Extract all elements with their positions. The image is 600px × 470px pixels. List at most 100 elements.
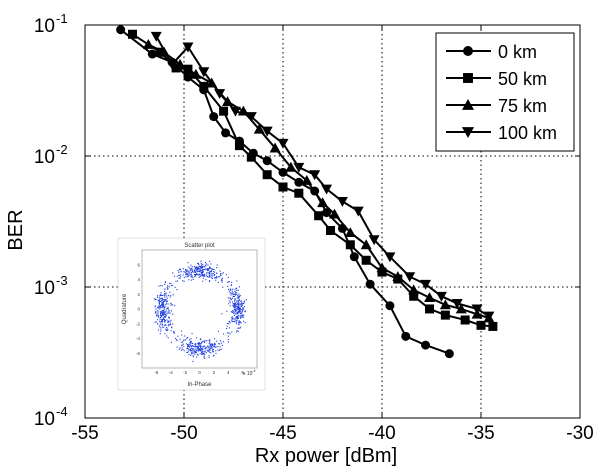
inset-point [195,266,197,269]
inset-point [239,303,241,305]
inset-point [167,295,170,297]
inset-point [188,272,190,274]
series-point [253,123,265,134]
inset-point [211,345,213,347]
inset-x-tick: 6 [241,370,244,375]
inset-point [180,330,182,332]
series-point [328,208,340,219]
inset-point [244,311,246,313]
inset-point [194,265,196,268]
inset-point [166,300,168,302]
inset-point [211,268,213,270]
inset-point [231,319,233,321]
inset-point [162,299,164,301]
inset-point [214,277,217,279]
inset-point [205,279,207,281]
inset-point [227,338,229,341]
inset-point [211,273,213,275]
inset-point [216,267,218,269]
series-point [361,255,371,265]
inset-point [164,306,166,308]
y-axis-label: BER [5,209,27,250]
inset-point [238,308,240,310]
inset-point [164,298,166,300]
inset-point [196,272,198,274]
inset-point [179,338,181,340]
inset-point [178,348,180,350]
inset-point [196,267,198,269]
inset-point [234,317,236,319]
inset-point [166,312,168,314]
inset-point [207,268,209,270]
inset-point [202,263,204,265]
inset-point [240,300,243,302]
inset-point [191,266,193,268]
inset-point [204,275,206,277]
inset-point [201,352,203,354]
inset-point [237,302,239,305]
legend-marker [463,73,473,83]
inset-point [241,312,243,314]
inset-point [189,349,192,351]
inset-y-tick: -4 [136,336,140,341]
inset-point [170,310,172,312]
inset-point [242,320,245,322]
inset-point [241,315,243,317]
inset-point [161,320,164,322]
inset-point [211,277,213,279]
inset-point [219,348,221,350]
inset-point [226,322,229,325]
inset-point [229,297,231,299]
inset-point [187,347,189,349]
inset-point [189,340,192,342]
inset-point [217,330,220,332]
inset-point [238,315,240,317]
inset-point [202,280,204,282]
inset-point [159,300,161,302]
inset-point [201,266,203,268]
inset-point [182,349,184,351]
inset-point [208,280,211,282]
inset-point [190,345,192,347]
inset-point [169,296,171,298]
inset-point [204,346,206,348]
inset-point [234,300,236,302]
inset-point [231,317,233,319]
inset-point [189,349,192,351]
inset-point [213,349,215,351]
inset-point [182,341,184,343]
inset-point [196,337,198,339]
inset-point [169,323,172,326]
inset-point [233,296,236,298]
inset-point [212,350,214,352]
inset-point [162,301,165,303]
inset-point [199,274,201,276]
inset-point [157,329,160,331]
series-point [277,138,289,149]
inset-point [186,348,188,350]
inset-point [232,321,234,323]
inset-point [190,350,192,352]
inset-point [164,299,166,302]
inset-point [206,272,208,274]
inset-point [236,316,239,318]
inset-point [238,322,240,324]
series-point [221,128,231,138]
inset-point [212,268,214,270]
inset-point [159,294,161,296]
inset-point [217,349,219,351]
inset-point [162,298,164,300]
inset-point [208,355,210,357]
inset-point [216,275,218,278]
inset-point [163,325,165,327]
inset-point [244,310,247,312]
inset-point [236,293,238,296]
inset-point [176,275,178,277]
inset-point [202,353,204,355]
inset-point [236,289,238,291]
inset-point [207,349,209,351]
inset-point [238,304,240,306]
inset-point [238,302,240,304]
inset-point [166,286,168,288]
